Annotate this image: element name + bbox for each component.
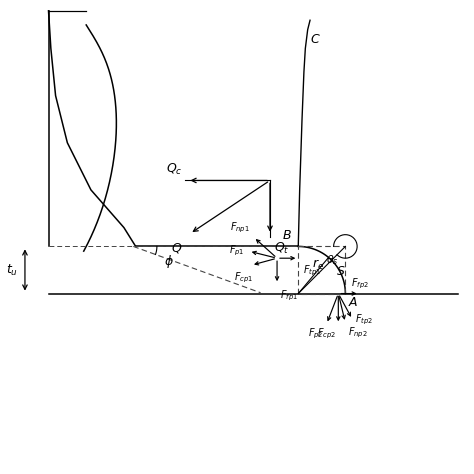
Text: $\phi$: $\phi$ — [164, 254, 174, 271]
Text: $F_{p1}$: $F_{p1}$ — [229, 244, 245, 258]
Text: $r_e$: $r_e$ — [312, 258, 325, 272]
Text: $F_{p2}$: $F_{p2}$ — [308, 327, 324, 341]
Text: $Q$: $Q$ — [172, 241, 183, 255]
Text: B: B — [283, 229, 291, 242]
Text: $F_{cp2}$: $F_{cp2}$ — [317, 327, 336, 341]
Text: $F_{fp1}$: $F_{fp1}$ — [280, 289, 298, 303]
Text: $\theta_s$: $\theta_s$ — [326, 253, 338, 267]
Text: $t_u$: $t_u$ — [6, 263, 18, 278]
Text: $F_{np1}$: $F_{np1}$ — [230, 220, 250, 235]
Text: $Q_t$: $Q_t$ — [274, 241, 289, 256]
Text: $F_{tp1}$: $F_{tp1}$ — [303, 264, 321, 278]
Text: $F_{fp2}$: $F_{fp2}$ — [351, 277, 368, 291]
Text: $F_{cp1}$: $F_{cp1}$ — [235, 271, 254, 285]
Text: $Q_c$: $Q_c$ — [166, 162, 183, 177]
Text: A: A — [349, 296, 358, 309]
Text: $F_{tp2}$: $F_{tp2}$ — [356, 312, 374, 327]
Text: C: C — [310, 33, 319, 46]
Text: S: S — [337, 265, 345, 278]
Text: $F_{np2}$: $F_{np2}$ — [348, 325, 367, 339]
